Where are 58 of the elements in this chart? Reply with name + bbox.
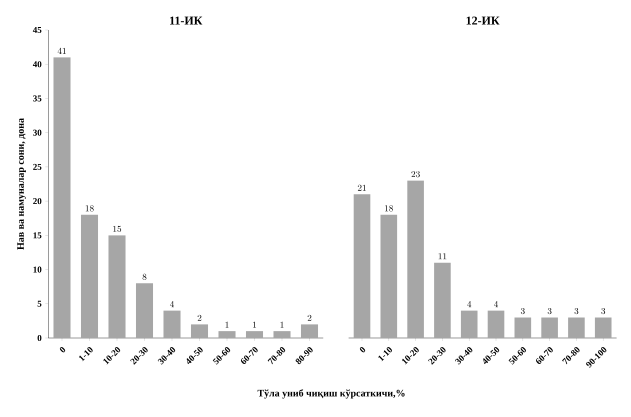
data-label: 3 <box>520 308 525 314</box>
y-tick-label: 45 <box>32 27 42 34</box>
y-tick-label: 40 <box>32 61 42 68</box>
data-label: 1 <box>253 322 256 328</box>
bar <box>407 180 424 338</box>
data-label: 15 <box>113 226 122 232</box>
bar <box>246 331 264 338</box>
chart-title: 11-ИК <box>170 16 202 25</box>
data-label: 3 <box>601 308 606 314</box>
data-label: 3 <box>548 308 552 314</box>
bar <box>460 310 478 338</box>
y-tick-label: 5 <box>38 300 42 307</box>
bar <box>380 214 398 338</box>
y-tick-label: 10 <box>33 266 42 273</box>
data-label: 2 <box>198 314 202 321</box>
y-tick-label: 0 <box>38 334 42 342</box>
y-tick-label: 20 <box>33 198 42 204</box>
bar <box>541 317 558 338</box>
data-label: 3 <box>574 308 578 314</box>
data-label: 18 <box>86 205 94 212</box>
bar <box>354 194 370 338</box>
y-tick-label: 30 <box>33 130 42 136</box>
y-tick-label: 35 <box>33 95 42 102</box>
x-tick-label: 1-10 <box>378 347 392 362</box>
x-tick-label: 1-10 <box>79 347 93 362</box>
data-label: 23 <box>411 171 420 178</box>
data-label: 4 <box>170 301 174 308</box>
bar <box>300 324 318 338</box>
bar <box>80 214 98 338</box>
x-tick-label: 0 <box>60 347 66 352</box>
data-label: 8 <box>142 274 146 280</box>
data-label: 11 <box>438 253 446 260</box>
bar <box>568 317 585 338</box>
bar <box>53 57 71 338</box>
bar <box>488 310 504 338</box>
chart-title: 12-ИК <box>466 16 500 25</box>
x-tick-label: 0 <box>360 347 366 352</box>
bar <box>136 283 154 338</box>
bar <box>434 262 451 338</box>
data-label: 1 <box>280 322 284 328</box>
bar <box>514 317 532 338</box>
data-label: 2 <box>308 314 312 321</box>
y-tick-label: 25 <box>33 164 42 170</box>
y-tick-label: 15 <box>33 232 42 238</box>
data-label: 4 <box>494 301 498 308</box>
bar <box>190 324 208 338</box>
x-axis-title: Тўла униб чиқиш кўрсаткичи,% <box>258 389 405 399</box>
bar <box>163 310 181 338</box>
data-label: 4 <box>467 301 472 308</box>
data-label: 21 <box>358 184 366 191</box>
data-label: 18 <box>385 205 394 212</box>
bar <box>594 317 612 338</box>
bar <box>218 331 236 338</box>
data-label: 41 <box>58 48 66 54</box>
y-axis-title: Нав ва намуналар сони, дона <box>17 118 26 250</box>
bar <box>108 235 126 338</box>
bar <box>273 331 291 338</box>
data-label: 1 <box>226 322 229 328</box>
